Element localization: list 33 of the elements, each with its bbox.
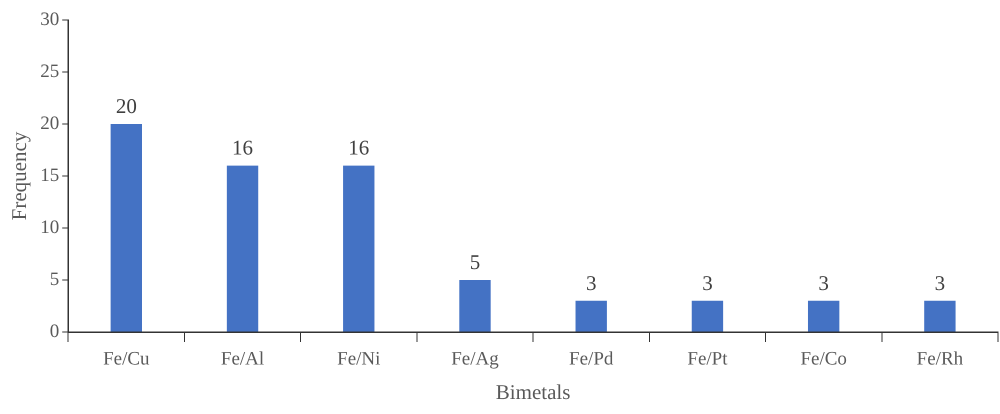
x-tick-label: Fe/Cu — [103, 348, 150, 370]
bar — [110, 124, 142, 332]
y-axis-title: Frequency — [7, 131, 32, 220]
x-tick-label: Fe/Ag — [451, 348, 500, 370]
x-tick-label: Fe/Pt — [687, 348, 728, 370]
x-tick-label: Fe/Co — [800, 348, 847, 370]
y-tick-label: 10 — [40, 216, 60, 238]
data-label: 3 — [702, 270, 713, 295]
bar — [692, 300, 724, 332]
y-tick-label: 25 — [40, 60, 60, 82]
x-tick-label: Fe/Al — [220, 348, 264, 370]
y-tick-label: 15 — [40, 164, 60, 186]
data-label: 16 — [232, 136, 254, 160]
data-label: 16 — [348, 136, 370, 160]
x-axis-title: Bimetals — [496, 380, 570, 404]
data-label: 5 — [470, 250, 480, 274]
x-tick-label: Fe/Pd — [569, 348, 614, 370]
y-tick-label: 5 — [50, 268, 60, 290]
bar — [459, 280, 491, 332]
bar — [808, 300, 840, 332]
bar — [924, 300, 956, 332]
bar — [226, 166, 258, 332]
data-label: 3 — [818, 270, 829, 295]
data-label: 3 — [934, 270, 946, 295]
x-tick-label: Fe/Ni — [337, 348, 380, 370]
bar — [343, 166, 374, 332]
y-tick-label: 20 — [40, 112, 60, 134]
y-tick-label: 0 — [50, 320, 60, 342]
y-tick-label: 30 — [40, 8, 60, 30]
bar — [576, 300, 607, 332]
data-label: 3 — [586, 270, 596, 295]
x-tick-label: Fe/Rh — [916, 348, 964, 370]
data-label: 20 — [116, 94, 137, 118]
